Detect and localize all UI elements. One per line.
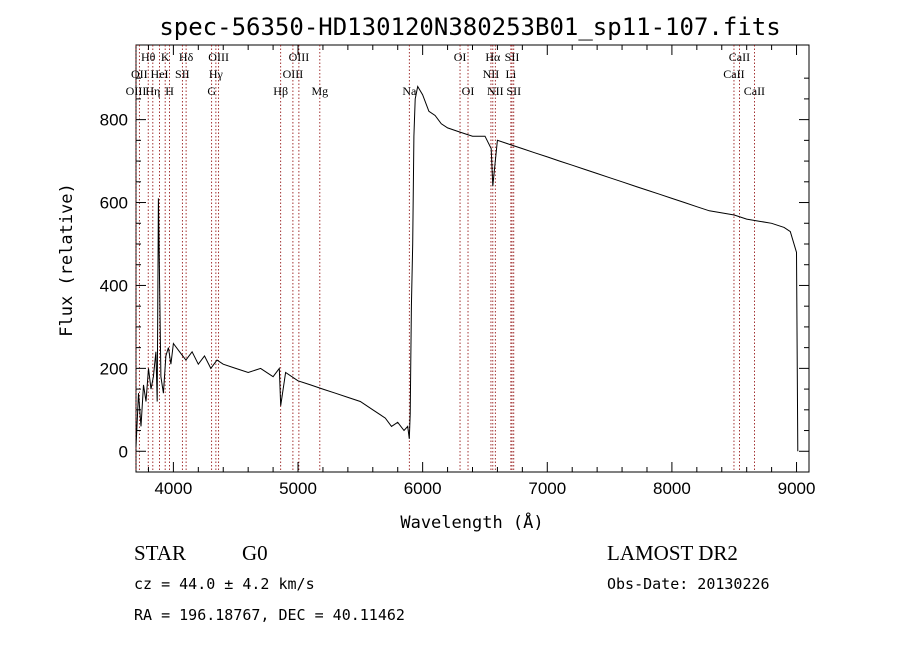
spectral-line-label: SII: [175, 67, 190, 81]
y-tick-label: 600: [100, 194, 128, 213]
x-tick-label: 6000: [404, 479, 442, 498]
spectral-line-label: Hθ: [141, 50, 156, 64]
x-tick-label: 7000: [528, 479, 566, 498]
spectral-line-label: OI: [454, 50, 467, 64]
spectral-line-label: K: [161, 50, 170, 64]
spectral-line-label: Li: [506, 67, 517, 81]
x-tick-label: 4000: [154, 479, 192, 498]
y-tick-label: 200: [100, 359, 128, 378]
y-tick-label: 400: [100, 276, 128, 295]
x-axis-label: Wavelength (Å): [400, 511, 543, 533]
spectral-line-label: Hα: [485, 50, 501, 64]
spectral-line-label: NII: [483, 67, 500, 81]
spectral-line-label: OIII: [126, 84, 147, 98]
x-tick-label: 8000: [653, 479, 691, 498]
spectral-line-label: NII: [487, 84, 504, 98]
spectral-line-label: Hδ: [179, 50, 194, 64]
spectral-line-label: SII: [505, 50, 520, 64]
spectral-line-label: CaII: [744, 84, 765, 98]
spectral-line-label: G: [207, 84, 216, 98]
x-tick-label: 9000: [778, 479, 816, 498]
plot-frame: [135, 44, 810, 473]
spectral-line-label: OI: [462, 84, 475, 98]
line-markers: [135, 45, 755, 472]
spectral-line-label: Hγ: [209, 67, 224, 81]
spectral-line-label: Mg: [311, 84, 328, 98]
axis-ticks: 4000 5000 6000 7000 8000 9000 0 200 400 600 800: [100, 45, 816, 498]
spectral-line-label: OIII: [289, 50, 310, 64]
spectral-line-label: Na: [402, 84, 417, 98]
redshift-value: cz = 44.0 ± 4.2 km/s: [134, 575, 315, 593]
spectral-line-label: H: [165, 84, 174, 98]
object-class: STAR: [134, 541, 186, 565]
obs-date: Obs-Date: 20130226: [607, 575, 770, 593]
y-axis-label: Flux (relative): [57, 183, 77, 337]
line-labels: Hθ K Hδ OIII OIII OI Hα SII CaII OII HeI SII Hγ OIII N…: [126, 50, 765, 98]
spectral-line-label: OIII: [208, 50, 229, 64]
spectral-line-label: Hβ: [273, 84, 288, 98]
spectrum-series-line: [135, 85, 799, 452]
spectral-line-label: HeI: [151, 67, 169, 81]
x-tick-label: 5000: [279, 479, 317, 498]
chart-title: spec-56350-HD130120N380253B01_sp11-107.f…: [159, 13, 780, 41]
spectral-line-label: Hη: [145, 84, 160, 98]
coordinates: RA = 196.18767, DEC = 40.11462: [134, 606, 405, 624]
spectral-line-label: CaII: [723, 67, 744, 81]
y-tick-label: 800: [100, 111, 128, 130]
spectral-line-label: SII: [506, 84, 521, 98]
y-tick-label: 0: [119, 442, 128, 461]
subclass: G0: [242, 541, 268, 565]
spectral-line-label: OIII: [283, 67, 304, 81]
survey-name: LAMOST DR2: [607, 541, 738, 565]
spectral-line-label: CaII: [729, 50, 750, 64]
spectral-line-label: OII: [131, 67, 148, 81]
